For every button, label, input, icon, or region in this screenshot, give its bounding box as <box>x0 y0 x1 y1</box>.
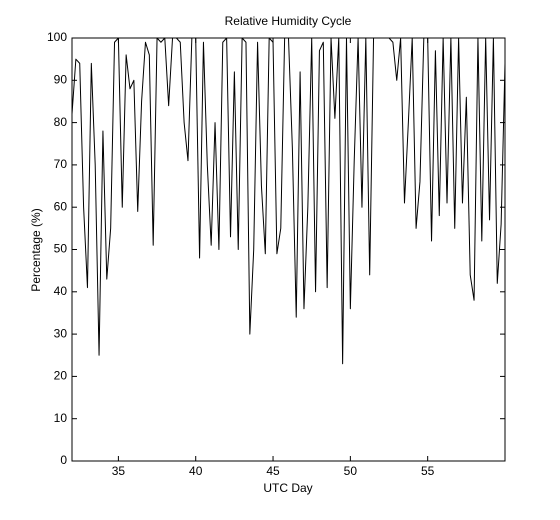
x-tick-label: 45 <box>266 464 280 478</box>
x-tick-label: 50 <box>344 464 358 478</box>
y-tick-label: 60 <box>54 199 68 213</box>
y-tick-label: 90 <box>54 72 68 86</box>
x-tick-label: 40 <box>189 464 203 478</box>
x-tick-label: 55 <box>421 464 435 478</box>
y-tick-label: 70 <box>54 157 68 171</box>
y-tick-label: 50 <box>54 242 68 256</box>
y-tick-label: 40 <box>54 284 68 298</box>
y-tick-label: 0 <box>60 453 67 467</box>
y-tick-label: 20 <box>54 369 68 383</box>
chart-title: Relative Humidity Cycle <box>225 14 352 28</box>
y-tick-label: 80 <box>54 115 68 129</box>
y-axis-label: Percentage (%) <box>29 208 43 291</box>
x-axis-label: UTC Day <box>263 481 312 495</box>
x-tick-label: 35 <box>112 464 126 478</box>
y-tick-label: 100 <box>47 30 67 44</box>
data-line <box>71 37 506 365</box>
plot-frame <box>71 37 506 462</box>
y-tick-label: 30 <box>54 326 68 340</box>
y-tick-label: 10 <box>54 411 68 425</box>
